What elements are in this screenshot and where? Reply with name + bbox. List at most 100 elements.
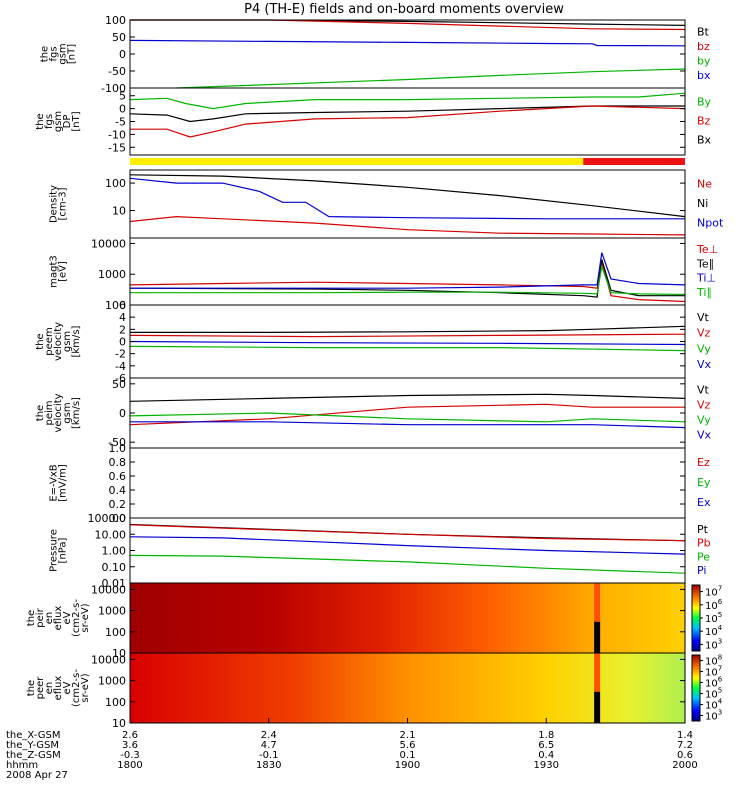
- series-line-velocity-i-2: [129, 412, 686, 423]
- legend-entry: Vt: [697, 384, 710, 397]
- panel-frame: [129, 447, 686, 519]
- y-tick-label: -15: [108, 141, 126, 154]
- y-tick-label: -100: [101, 82, 126, 95]
- series-line-temperature-0: [129, 261, 686, 303]
- y-tick-label: -6: [115, 372, 126, 385]
- y-axis-label: [eV]: [58, 261, 69, 282]
- panel-electron-spec: 10810710610510410310000100010010thepeere…: [26, 652, 723, 730]
- y-axis-label: fgs: [49, 46, 60, 61]
- legend-entry: bx: [697, 69, 711, 82]
- series-line-velocity-e-0: [130, 325, 686, 333]
- legend-entry: Vy: [697, 414, 711, 427]
- series-line-velocity-i-1: [129, 403, 685, 426]
- y-tick-label: -4: [115, 360, 126, 373]
- y-axis-label: Density: [49, 185, 60, 223]
- colorbar-label: 106: [705, 598, 723, 612]
- mode-bar: [130, 158, 685, 165]
- x-tick-value: 3.6: [122, 740, 138, 751]
- legend-entry: Pe: [697, 550, 710, 563]
- x-row-label: the_Z-GSM: [6, 750, 61, 761]
- y-tick-label: 10: [112, 205, 126, 218]
- series-line-velocity-e-3: [129, 345, 686, 352]
- y-tick-label: 0: [119, 103, 126, 116]
- y-axis-label: fgs: [44, 114, 55, 129]
- legend-entry: Bx: [697, 134, 712, 147]
- y-axis-label: (cm2-s-: [71, 599, 82, 637]
- y-axis-label: E=-VxB: [49, 464, 60, 501]
- y-axis-label: gsm: [62, 402, 73, 423]
- legend-entry: Ex: [697, 496, 711, 509]
- series-line-pressure-3: [129, 554, 686, 574]
- y-tick-label: 0.10: [102, 561, 127, 574]
- y-axis-label: peer: [35, 676, 46, 700]
- legend-entry: by: [697, 54, 711, 67]
- y-axis-label: sr-eV): [80, 673, 91, 702]
- x-tick-value: 1800: [117, 760, 142, 771]
- mode-bar-segment: [583, 158, 685, 165]
- y-axis-label: [mV/m]: [58, 464, 69, 502]
- y-tick-label: 1000: [98, 605, 126, 618]
- y-axis-label: DP: [62, 115, 73, 129]
- legend-entry: By: [697, 96, 712, 109]
- y-tick-label: -50: [108, 65, 126, 78]
- mode-bar-segment: [130, 158, 584, 165]
- x-row-label: the_X-GSM: [6, 730, 60, 741]
- y-axis-label: the: [35, 113, 46, 129]
- series-line-velocity-i-3: [130, 421, 686, 429]
- y-tick-label: 2: [119, 323, 126, 336]
- x-tick-value: 4.7: [261, 740, 277, 751]
- panel-frame: [129, 237, 686, 306]
- x-tick-value: -0.1: [259, 750, 279, 761]
- x-row-label: 2008 Apr 27: [6, 770, 68, 781]
- legend-entry: Ne: [697, 178, 712, 191]
- y-tick-label: 100: [105, 14, 126, 27]
- y-axis-label: Pressure: [49, 529, 60, 572]
- y-tick-label: 50: [112, 31, 126, 44]
- x-tick-value: 1.4: [677, 730, 693, 741]
- x-tick-value: 2.4: [261, 730, 277, 741]
- legend-entry: Bz: [697, 115, 711, 128]
- series-line-fgs-2: [176, 68, 686, 89]
- y-tick-label: 50: [112, 378, 126, 391]
- y-axis-label: eflux: [53, 676, 64, 701]
- y-axis-label: gsm: [58, 43, 69, 64]
- y-tick-label: 100.00: [88, 512, 127, 525]
- y-tick-label: 5: [119, 90, 126, 103]
- y-tick-label: 0.6: [109, 470, 127, 483]
- y-axis-label: the: [26, 610, 37, 626]
- legend-entry: bz: [697, 40, 710, 53]
- colorbar-label: 105: [705, 611, 722, 625]
- legend-entry: Ti∥: [696, 286, 712, 299]
- legend-entry: Ez: [697, 456, 710, 469]
- y-tick-label: 1.00: [102, 545, 127, 558]
- legend-entry: Te⊥: [696, 243, 718, 256]
- y-axis-label: (cm2-s-: [71, 669, 82, 707]
- panels: 100500-50-100thefgsgsm[nT]Btbzbybx50-5-1…: [26, 14, 724, 730]
- legend-entry: Npot: [697, 216, 724, 229]
- y-tick-label: -5: [115, 116, 126, 129]
- y-axis-label: [km/s]: [71, 397, 82, 429]
- y-tick-label: 10000: [91, 653, 126, 666]
- series-line-fgs-dp-2: [130, 105, 686, 138]
- legend-entry: Bt: [697, 25, 710, 38]
- x-row-label: hhmm: [6, 760, 38, 771]
- series-line-velocity-e-1: [129, 333, 686, 338]
- panel-frame: [129, 377, 686, 449]
- y-tick-label: 0: [119, 407, 126, 420]
- legend-entry: Vy: [697, 342, 711, 355]
- x-tick-value: 1830: [256, 760, 281, 771]
- y-tick-label: 0: [119, 336, 126, 349]
- x-tick-value: 2.6: [122, 730, 138, 741]
- series-line-fgs-dp-1: [129, 105, 685, 123]
- y-axis-label: peir: [35, 607, 46, 627]
- x-tick-value: 0.4: [538, 750, 554, 761]
- y-tick-label: 1.0: [109, 442, 127, 455]
- y-axis-label: en: [44, 612, 55, 625]
- legend-entry: Te∥: [696, 257, 714, 270]
- panel-frame: [129, 169, 686, 239]
- series-line-fgs-0: [130, 19, 686, 26]
- chart-title: P4 (TH-E) fields and on-board moments ov…: [244, 2, 564, 17]
